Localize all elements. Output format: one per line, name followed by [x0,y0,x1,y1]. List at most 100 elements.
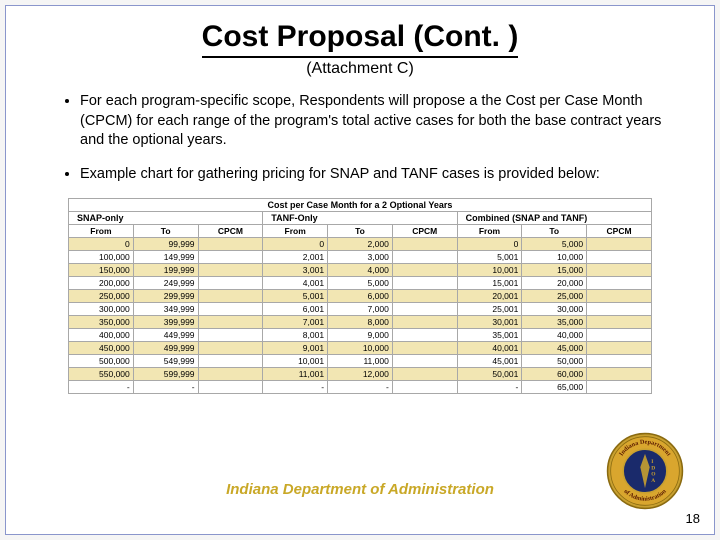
table-row: 200,000249,9994,0015,00015,00120,000 [69,277,652,290]
table-cell: 99,999 [133,238,198,251]
table-cell [198,316,263,329]
table-cell: 350,000 [69,316,134,329]
table-cell: 200,000 [69,277,134,290]
table-cell: 50,000 [522,355,587,368]
col-header-cell: To [133,225,198,238]
table-cell: 0 [69,238,134,251]
table-cell: 12,000 [328,368,393,381]
table-cell [392,303,457,316]
page-number: 18 [686,511,700,526]
table-cell: 5,001 [457,251,522,264]
pricing-table-container: Cost per Case Month for a 2 Optional Yea… [68,198,652,394]
table-cell: 299,999 [133,290,198,303]
table-cell: 249,999 [133,277,198,290]
table-cell [392,329,457,342]
table-cell [198,290,263,303]
table-cell [392,355,457,368]
table-cell [587,264,652,277]
group-header-cell: TANF-Only [263,212,457,225]
table-cell: 35,000 [522,316,587,329]
table-cell: 35,001 [457,329,522,342]
table-cell: 5,000 [522,238,587,251]
table-cell [198,251,263,264]
table-row: 550,000599,99911,00112,00050,00160,000 [69,368,652,381]
table-cell: 40,001 [457,342,522,355]
idoa-seal-icon: Indiana Department of Administration I D… [606,432,684,510]
table-cell: 65,000 [522,381,587,394]
super-header-cell: Cost per Case Month for a 2 Optional Yea… [69,199,652,212]
bullet-list: For each program-specific scope, Respond… [32,92,688,184]
table-cell: 300,000 [69,303,134,316]
table-cell: 149,999 [133,251,198,264]
table-row: 099,99902,00005,000 [69,238,652,251]
group-header-cell: Combined (SNAP and TANF) [457,212,651,225]
table-cell: 30,000 [522,303,587,316]
table-cell [392,290,457,303]
table-cell: 599,999 [133,368,198,381]
svg-text:A: A [651,478,655,484]
table-row: 400,000449,9998,0019,00035,00140,000 [69,329,652,342]
table-cell: 10,000 [328,342,393,355]
table-cell [392,251,457,264]
table-cell [587,329,652,342]
table-cell: 399,999 [133,316,198,329]
table-cell [587,381,652,394]
table-cell: 15,001 [457,277,522,290]
table-cell: 6,001 [263,303,328,316]
table-body: 099,99902,00005,000100,000149,9992,0013,… [69,238,652,394]
table-cell: 45,000 [522,342,587,355]
table-cell [392,277,457,290]
table-cell: 5,001 [263,290,328,303]
table-cell [587,303,652,316]
table-cell [392,238,457,251]
col-header-cell: From [457,225,522,238]
col-header-cell: CPCM [392,225,457,238]
table-row: 300,000349,9996,0017,00025,00130,000 [69,303,652,316]
table-cell: 20,000 [522,277,587,290]
table-super-header: Cost per Case Month for a 2 Optional Yea… [69,199,652,212]
table-cell [198,277,263,290]
table-cell: 250,000 [69,290,134,303]
table-cell: 8,000 [328,316,393,329]
table-cell: 4,000 [328,264,393,277]
table-cell: 550,000 [69,368,134,381]
table-cell: 7,001 [263,316,328,329]
table-cell [587,316,652,329]
table-cell: 25,000 [522,290,587,303]
table-cell: 199,999 [133,264,198,277]
slide-title: Cost Proposal (Cont. ) [202,20,519,58]
table-cell: 50,001 [457,368,522,381]
table-cell: 2,001 [263,251,328,264]
table-col-header: From To CPCM From To CPCM From To CPCM [69,225,652,238]
svg-text:O: O [651,472,655,478]
table-cell: 10,001 [263,355,328,368]
table-cell [392,368,457,381]
table-cell [392,316,457,329]
table-cell: 450,000 [69,342,134,355]
table-cell: 9,001 [263,342,328,355]
table-cell: - [133,381,198,394]
table-cell: 7,000 [328,303,393,316]
col-header-cell: To [328,225,393,238]
table-cell: 449,999 [133,329,198,342]
table-cell [392,264,457,277]
group-header-cell: SNAP-only [69,212,263,225]
table-cell [198,264,263,277]
col-header-cell: From [263,225,328,238]
table-cell: 3,001 [263,264,328,277]
table-cell: 3,000 [328,251,393,264]
table-row: 500,000549,99910,00111,00045,00150,000 [69,355,652,368]
table-cell [587,277,652,290]
table-cell [587,368,652,381]
table-row: 350,000399,999 7,0018,000 30,00135,000 [69,316,652,329]
table-cell: 30,001 [457,316,522,329]
col-header-cell: CPCM [587,225,652,238]
table-cell: 0 [263,238,328,251]
table-cell: - [69,381,134,394]
table-cell: 0 [457,238,522,251]
table-row: 250,000299,9995,0016,00020,00125,000 [69,290,652,303]
table-cell: 2,000 [328,238,393,251]
table-cell: 10,000 [522,251,587,264]
table-cell: 100,000 [69,251,134,264]
table-cell: 40,000 [522,329,587,342]
